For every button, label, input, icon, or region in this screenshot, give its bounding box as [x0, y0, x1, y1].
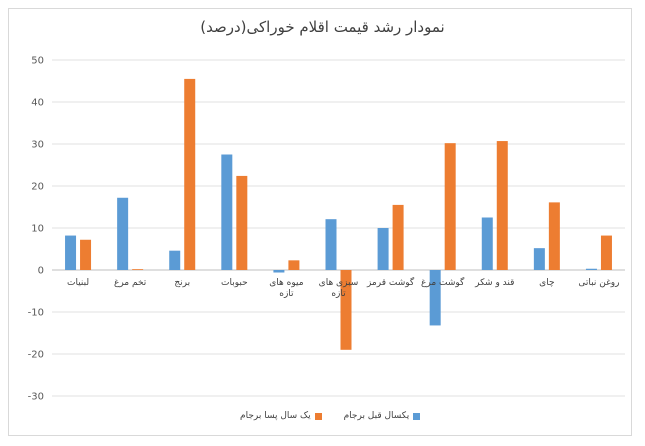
chart-legend: یکسال قبل برجام یک سال پسا برجام — [240, 411, 421, 421]
bar-after — [392, 204, 404, 270]
bar-before — [533, 248, 545, 270]
bar-after — [548, 202, 560, 270]
bar-before — [221, 154, 233, 270]
y-tick-label: 20 — [31, 182, 44, 193]
x-tick-label: تخم مرغ — [114, 278, 147, 288]
x-tick-label: گوشت مرغ — [421, 276, 465, 288]
y-tick-label: -30 — [28, 392, 44, 403]
chart-title: نمودار رشد قیمت اقلام خوراکی(درصد) — [200, 18, 445, 36]
bar-before — [377, 228, 389, 270]
bar-after — [600, 235, 612, 270]
legend-swatch-after — [314, 412, 322, 420]
bar-before — [429, 270, 441, 326]
y-tick-label: 40 — [31, 98, 44, 109]
bar-before — [117, 197, 129, 270]
x-tick-label: چای — [539, 278, 554, 288]
bar-after — [496, 141, 508, 270]
bar-before — [585, 268, 597, 270]
bar-before — [325, 219, 337, 270]
x-tick-label: قند و شکر — [474, 278, 514, 288]
x-tick-label: میوه های تازه — [269, 278, 303, 299]
legend-label-after: یک سال پسا برجام — [240, 411, 311, 421]
bar-after — [80, 239, 92, 270]
bar-after — [132, 269, 144, 270]
bar-after — [184, 78, 196, 271]
y-tick-label: 50 — [31, 56, 44, 67]
bar-before — [169, 250, 181, 270]
y-tick-label: -20 — [28, 350, 44, 361]
bar-after — [288, 260, 300, 270]
x-tick-label: برنج — [174, 278, 190, 288]
x-tick-label: گوشت قرمز — [366, 276, 415, 288]
x-tick-label: سبزی های تازه — [319, 278, 359, 299]
bar-after — [340, 270, 352, 350]
x-tick-label: حبوبات — [221, 278, 248, 288]
legend-label-before: یکسال قبل برجام — [343, 411, 410, 421]
legend-item-before: یکسال قبل برجام — [344, 411, 421, 421]
y-tick-label: 10 — [31, 224, 44, 235]
y-tick-label: 0 — [38, 266, 44, 277]
bar-before — [65, 235, 77, 270]
bar-after — [444, 143, 456, 270]
bar-before — [273, 270, 285, 273]
bar-before — [481, 217, 493, 270]
legend-item-after: یک سال پسا برجام — [240, 411, 322, 421]
y-tick-label: -10 — [28, 308, 44, 319]
legend-swatch-before — [413, 412, 421, 420]
bar-after — [236, 175, 248, 270]
x-tick-label: روغن نباتی — [578, 278, 619, 288]
y-tick-label: 30 — [31, 140, 44, 151]
chart-frame — [8, 8, 632, 436]
x-tick-label: لبنیات — [67, 278, 89, 288]
